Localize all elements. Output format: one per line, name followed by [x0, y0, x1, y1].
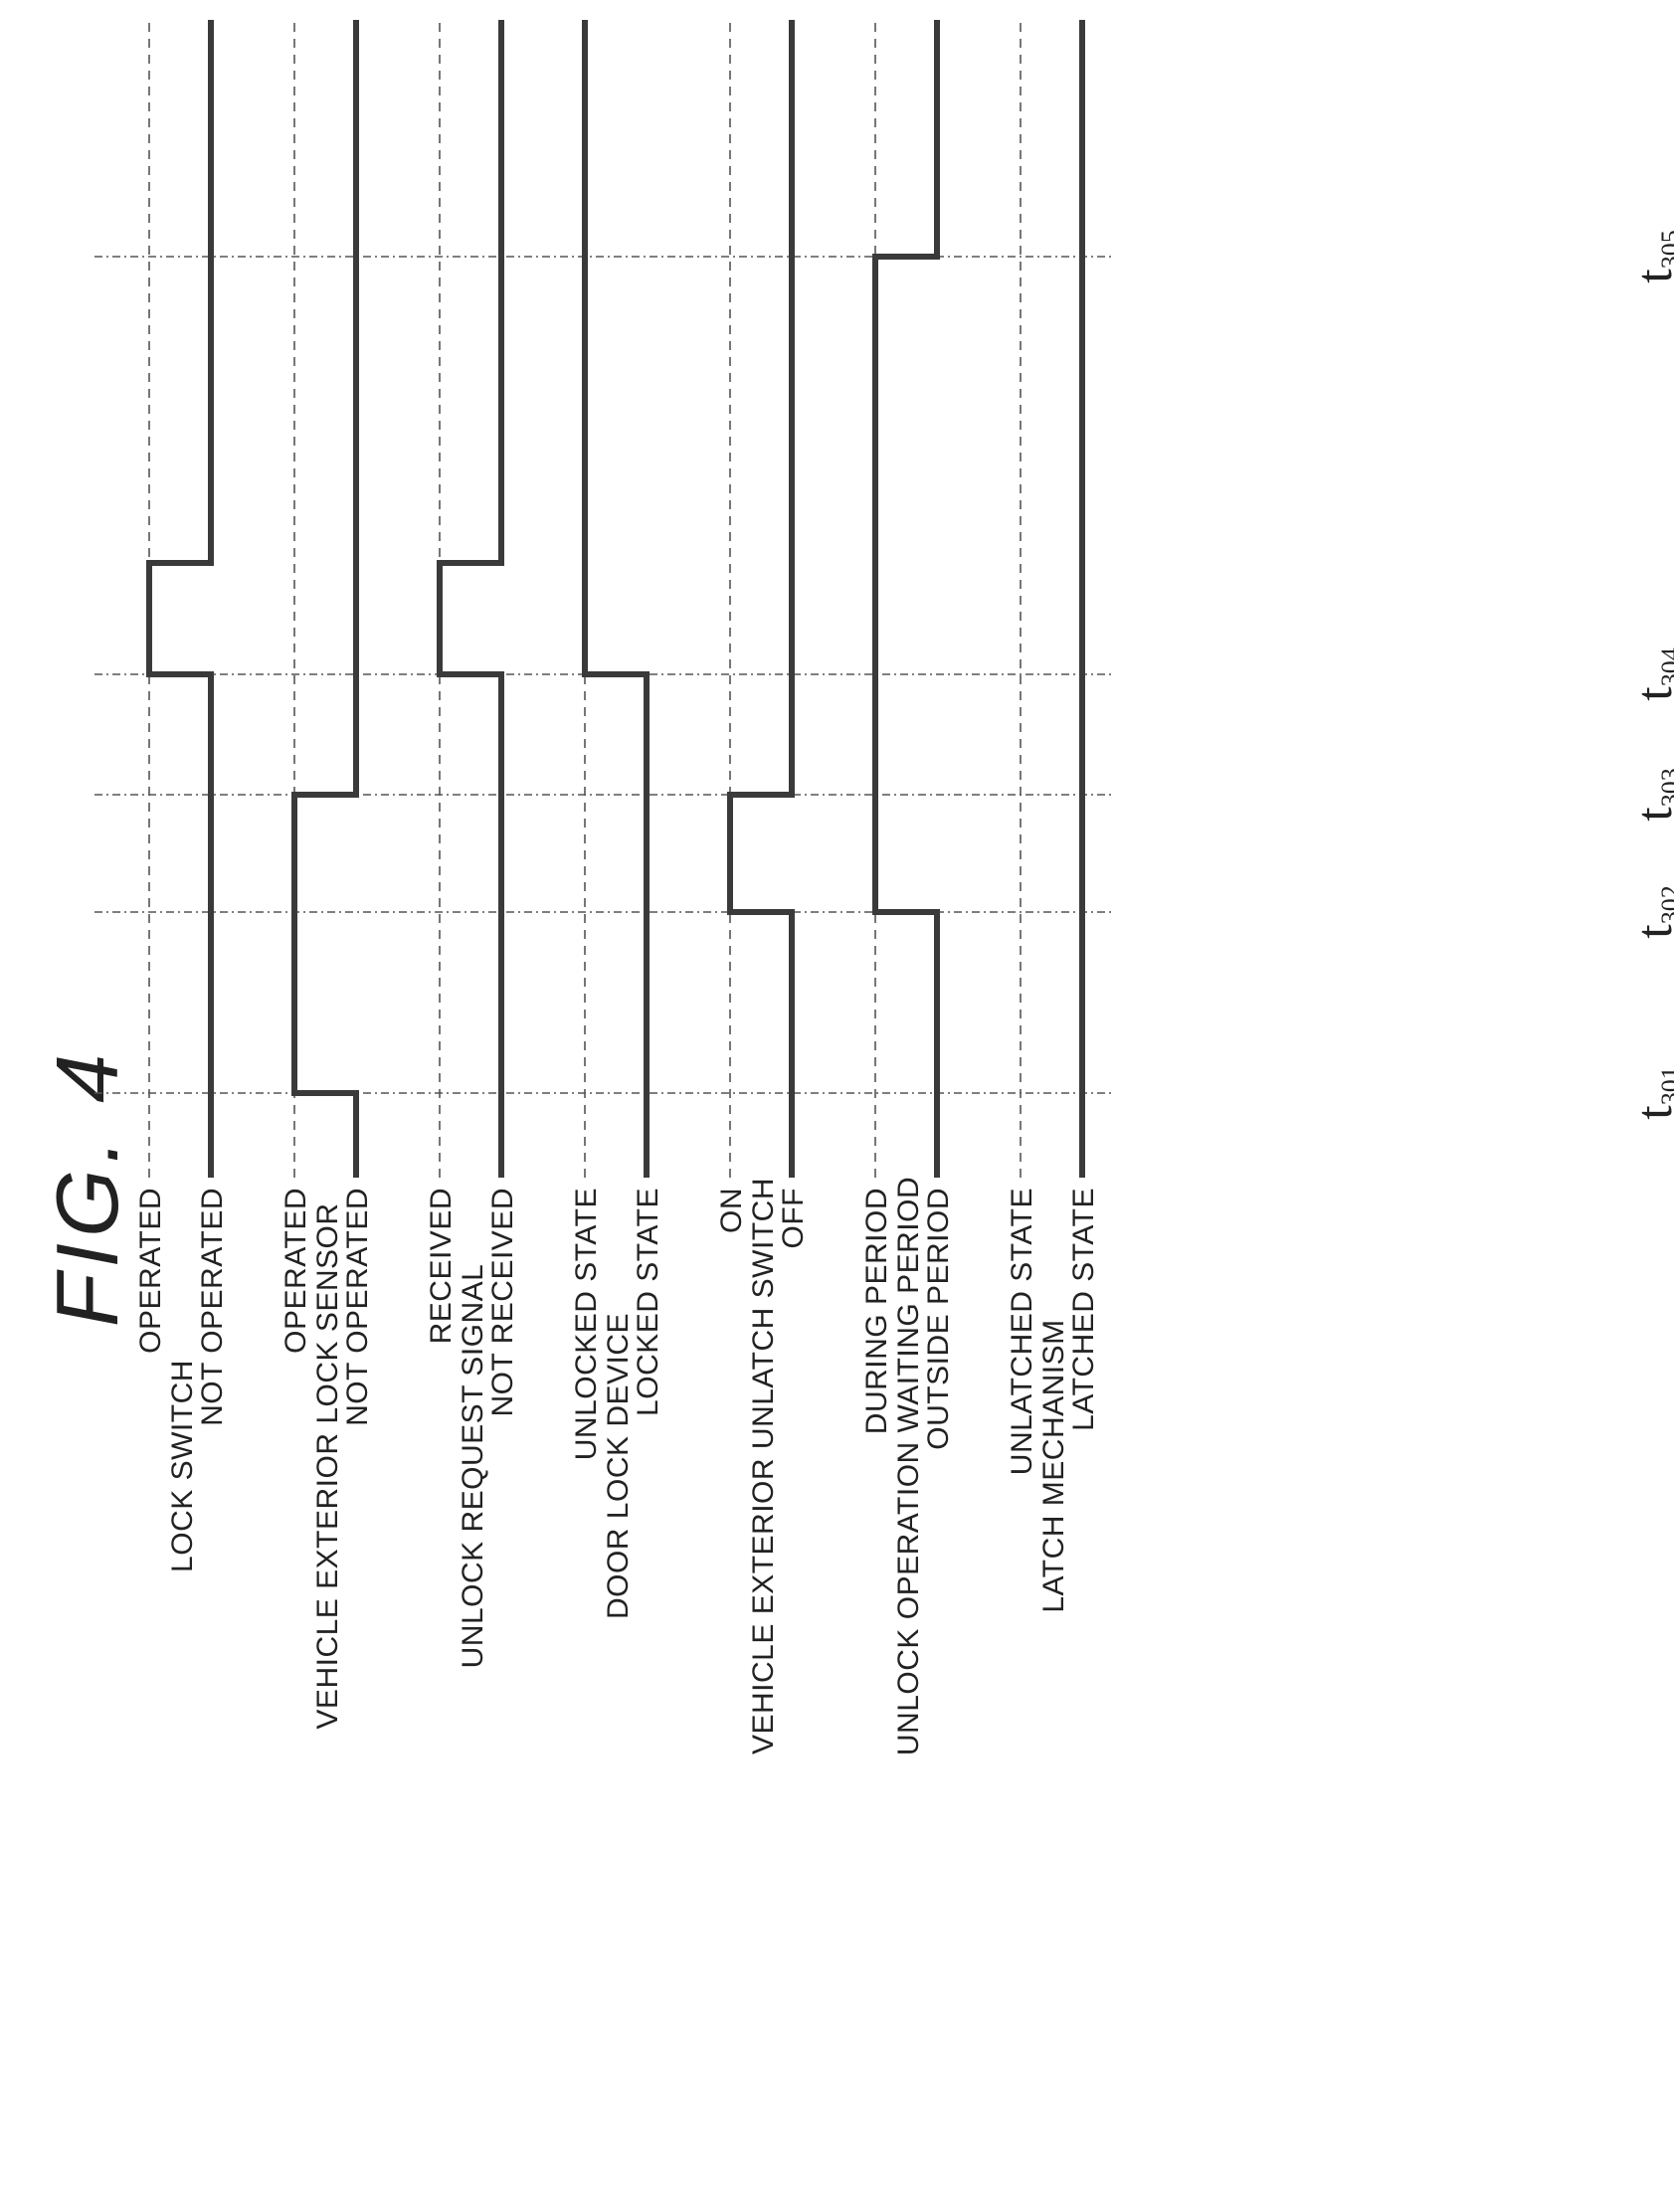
vehicle-exterior-lock-sensor-high-state-label: OPERATED — [279, 1188, 312, 1354]
t304-label: t304 — [1626, 647, 1674, 700]
unlock-operation-waiting-period-low-state-label: OUTSIDE PERIOD — [922, 1188, 955, 1450]
t304-label-subscript: 304 — [1656, 647, 1674, 686]
vehicle-exterior-unlatch-switch-name: VEHICLE EXTERIOR UNLATCH SWITCH — [747, 1178, 780, 1754]
lock-switch-waveform — [146, 20, 214, 1178]
unlock-operation-waiting-period-name: UNLOCK OPERATION WAITING PERIOD — [892, 1177, 925, 1755]
vehicle-exterior-unlatch-switch-low-state-label: OFF — [777, 1188, 810, 1249]
door-lock-device-waveform — [582, 20, 650, 1178]
unlock-operation-waiting-period-waveform — [872, 20, 940, 1178]
door-lock-device-low-state-label: LOCKED STATE — [632, 1188, 664, 1416]
t302-label: t302 — [1626, 885, 1674, 938]
t305-label-subscript: 305 — [1656, 230, 1674, 269]
latch-mechanism-high-state-label: UNLATCHED STATE — [1006, 1188, 1038, 1475]
t301-label: t301 — [1626, 1066, 1674, 1119]
t302-label-subscript: 302 — [1656, 885, 1674, 924]
door-lock-device-high-state-label: UNLOCKED STATE — [570, 1188, 603, 1460]
vehicle-exterior-lock-sensor-waveform — [291, 20, 359, 1178]
door-lock-device-name: DOOR LOCK DEVICE — [602, 1313, 635, 1619]
latch-mechanism-name: LATCH MECHANISM — [1037, 1319, 1070, 1612]
lock-switch-high-state-label: OPERATED — [134, 1188, 167, 1354]
t301-label-subscript: 301 — [1656, 1066, 1674, 1105]
t303-label-subscript: 303 — [1656, 768, 1674, 807]
latch-mechanism-low-state-label: LATCHED STATE — [1067, 1188, 1100, 1431]
lock-switch-name: LOCK SWITCH — [166, 1360, 199, 1572]
unlock-request-signal-name: UNLOCK REQUEST SIGNAL — [457, 1264, 489, 1669]
vehicle-exterior-lock-sensor-low-state-label: NOT OPERATED — [341, 1188, 374, 1426]
waveforms — [146, 20, 1085, 1178]
unlock-operation-waiting-period-high-state-label: DURING PERIOD — [860, 1188, 893, 1434]
vehicle-exterior-unlatch-switch-waveform — [727, 20, 795, 1178]
lock-switch-low-state-label: NOT OPERATED — [196, 1188, 229, 1426]
unlock-request-signal-high-state-label: RECEIVED — [425, 1188, 458, 1344]
t303-label: t303 — [1626, 768, 1674, 821]
vehicle-exterior-lock-sensor-name: VEHICLE EXTERIOR LOCK SENSOR — [311, 1202, 344, 1729]
t305-label: t305 — [1626, 230, 1674, 282]
vehicle-exterior-unlatch-switch-high-state-label: ON — [715, 1188, 748, 1233]
grid-lines — [94, 20, 1112, 1178]
unlock-request-signal-waveform — [437, 20, 504, 1178]
unlock-request-signal-low-state-label: NOT RECEIVED — [486, 1188, 519, 1417]
figure-title: FIG. 4 — [38, 1048, 136, 1328]
time-labels: t301 t302 t303 t304 t305 — [1626, 230, 1674, 1119]
